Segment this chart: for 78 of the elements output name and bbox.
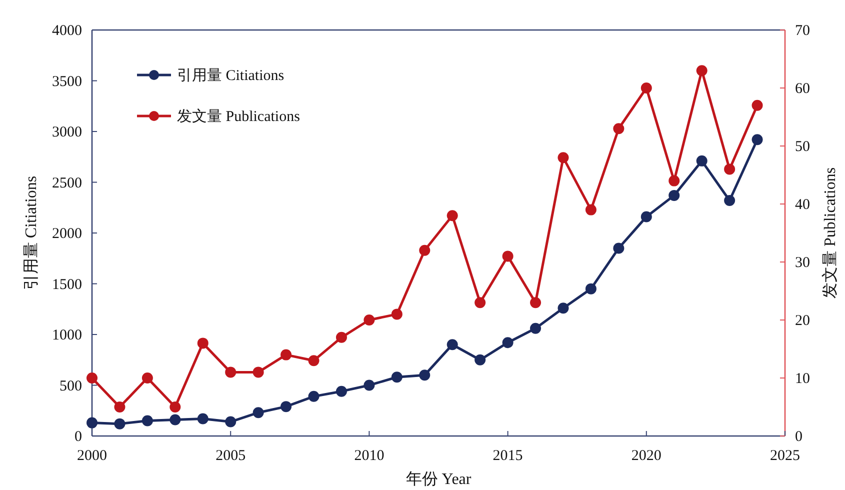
x-tick-label: 2005 — [216, 448, 246, 464]
y2-tick-label: 60 — [795, 81, 810, 97]
point — [336, 332, 347, 343]
y2-tick-label: 20 — [795, 313, 810, 329]
y2-tick-label: 50 — [795, 139, 810, 155]
point — [530, 322, 542, 334]
point — [474, 297, 486, 308]
point — [364, 380, 375, 391]
y-tick-label: 2500 — [52, 175, 82, 192]
point — [558, 152, 569, 164]
point — [724, 195, 736, 206]
point — [308, 355, 320, 366]
y-tick-label: 4000 — [52, 23, 82, 39]
point — [170, 414, 181, 426]
point — [364, 314, 375, 326]
y2-tick-label: 30 — [795, 255, 810, 271]
point — [197, 338, 208, 349]
y-axis-title: 引用量 Citiations — [23, 176, 40, 290]
y2-tick-label: 10 — [795, 371, 810, 387]
point — [752, 100, 763, 111]
point — [197, 413, 208, 424]
point — [696, 65, 708, 76]
legend-label: 发文量 Publications — [177, 108, 300, 125]
y2-tick-label: 0 — [795, 429, 802, 445]
point — [225, 366, 236, 378]
x-tick-label: 2025 — [770, 448, 800, 464]
point — [86, 372, 98, 384]
point — [502, 337, 514, 348]
y-tick-label: 1500 — [52, 276, 82, 293]
point — [391, 372, 402, 383]
x-tick-label: 2015 — [492, 448, 523, 464]
point — [419, 370, 430, 381]
point — [558, 302, 569, 314]
point — [114, 418, 126, 430]
point — [446, 210, 458, 222]
x-axis-title: 年份 Year — [406, 471, 472, 488]
point — [280, 401, 292, 412]
y-tick-label: 2000 — [52, 226, 82, 242]
y-tick-label: 500 — [60, 378, 82, 394]
point — [446, 339, 458, 350]
y-tick-label: 1000 — [52, 328, 82, 344]
point — [142, 372, 153, 384]
point — [613, 242, 624, 254]
legend-label: 引用量 Citiations — [177, 68, 284, 84]
x-tick-label: 2000 — [77, 448, 107, 464]
y-tick-label: 3500 — [52, 74, 82, 90]
point — [391, 308, 402, 320]
point — [114, 402, 126, 412]
point — [308, 390, 320, 402]
point — [170, 402, 181, 412]
point — [724, 164, 736, 175]
point — [502, 250, 514, 262]
point — [668, 190, 680, 201]
point — [142, 415, 153, 426]
y-tick-label: 0 — [74, 429, 82, 445]
point — [252, 407, 264, 418]
point — [336, 386, 347, 397]
point — [668, 175, 680, 186]
point — [613, 123, 624, 134]
y2-tick-label: 40 — [795, 197, 810, 213]
point — [640, 211, 652, 222]
point — [419, 244, 430, 256]
point — [474, 354, 486, 366]
y-tick-label: 3000 — [52, 124, 82, 140]
point — [585, 283, 596, 294]
y2-axis-title: 发文量 Publications — [821, 167, 839, 299]
point — [225, 416, 236, 428]
point — [252, 366, 264, 378]
point — [696, 155, 708, 166]
x-tick-label: 2010 — [354, 448, 384, 464]
point — [86, 417, 98, 428]
point — [280, 349, 292, 360]
point — [585, 204, 596, 216]
y2-tick-label: 70 — [795, 23, 810, 39]
point — [752, 134, 763, 146]
point — [530, 297, 542, 308]
point — [640, 82, 652, 94]
x-tick-label: 2020 — [631, 448, 662, 464]
